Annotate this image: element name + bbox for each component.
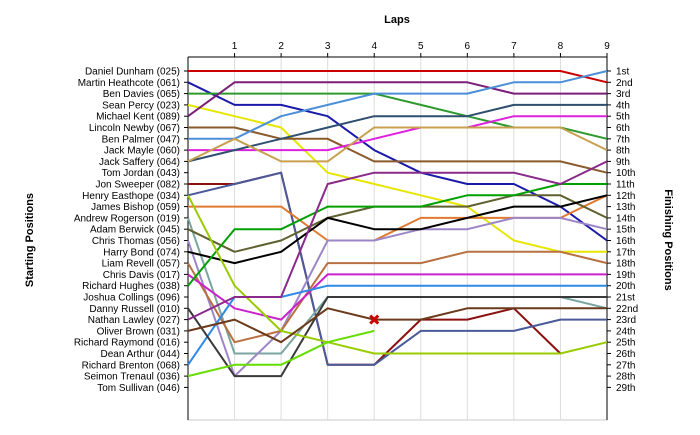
series-line-17 — [187, 250, 608, 344]
driver-label: Lincoln Newby (067) — [89, 123, 180, 134]
finishing-label: 28th — [616, 372, 635, 383]
driver-label: Ben Davies (065) — [103, 89, 180, 100]
finishing-label: 13th — [616, 202, 635, 213]
driver-label: Richard Brenton (068) — [82, 360, 180, 371]
series-line-20 — [187, 183, 607, 287]
driver-label: James Bishop (059) — [91, 202, 180, 213]
finishing-label: 6th — [616, 123, 630, 134]
finishing-label: 4th — [616, 100, 630, 111]
finishing-label: 12th — [616, 191, 635, 202]
driver-label: Jack Mayle (060) — [104, 146, 180, 157]
series-line-0 — [188, 70, 608, 84]
lap-tick-label: 4 — [371, 41, 377, 52]
finishing-label: 20th — [616, 281, 635, 292]
axis-layer — [184, 53, 611, 420]
finishing-label: 26th — [616, 349, 635, 360]
finishing-label: 11th — [616, 180, 635, 191]
finishing-label: 16th — [616, 236, 635, 247]
series-line-21 — [187, 296, 607, 378]
finishing-label: 1st — [616, 67, 630, 78]
series-line-24 — [187, 329, 375, 378]
driver-label: Liam Revell (057) — [102, 259, 180, 270]
right-axis-title: Finishing Positions — [662, 189, 674, 290]
driver-label: Joshua Collings (096) — [83, 293, 180, 304]
left-axis-title: Starting Positions — [24, 193, 36, 287]
driver-label: Michael Kent (089) — [96, 112, 180, 123]
finishing-label: 19th — [616, 270, 635, 281]
lap-tick-label: 5 — [418, 41, 424, 52]
lap-tick-label: 1 — [232, 41, 238, 52]
x-axis-title: Laps — [384, 14, 410, 26]
finishing-label: 8th — [616, 146, 630, 157]
driver-label: Martin Heathcote (061) — [78, 78, 180, 89]
driver-label: Tom Sullivan (046) — [97, 383, 180, 394]
driver-label: Richard Raymond (016) — [74, 338, 180, 349]
series-line-3 — [187, 103, 607, 253]
driver-label: Daniel Dunham (025) — [85, 67, 180, 78]
finishing-label: 29th — [616, 383, 635, 394]
lap-tick-label: 7 — [511, 41, 517, 52]
finishing-label: 23rd — [616, 315, 636, 326]
series-line-5 — [188, 126, 608, 174]
driver-label: Tom Jordan (043) — [102, 168, 180, 179]
series-line-6 — [188, 70, 608, 140]
lap-tick-label: 2 — [278, 41, 284, 52]
finishing-label: 14th — [616, 213, 635, 224]
finishing-label: 18th — [616, 259, 635, 270]
retired-marker — [369, 314, 380, 325]
series-line-15 — [187, 216, 608, 378]
finishing-label: 15th — [616, 225, 635, 236]
lap-tick-label: 8 — [558, 41, 564, 52]
finishing-label: 27th — [616, 360, 635, 371]
finishing-label: 5th — [616, 112, 630, 123]
finishing-label: 9th — [616, 157, 630, 168]
series-line-9 — [187, 126, 608, 163]
finishing-label: 22nd — [616, 304, 638, 315]
series-line-25 — [187, 160, 608, 321]
series-line-23 — [187, 307, 607, 344]
finishing-label: 3rd — [616, 89, 630, 100]
finishing-label: 21st — [616, 293, 635, 304]
driver-label: Danny Russell (010) — [89, 304, 180, 315]
series-line-18 — [187, 273, 607, 321]
driver-label: Nathan Lawley (027) — [88, 315, 180, 326]
driver-label: Henry Easthope (034) — [82, 191, 180, 202]
finishing-label: 10th — [616, 168, 635, 179]
finishing-label: 25th — [616, 338, 635, 349]
driver-label: Andrew Rogerson (019) — [74, 213, 180, 224]
finishing-label: 24th — [616, 326, 635, 337]
series-layer — [187, 70, 608, 378]
plot-frame — [187, 56, 608, 421]
driver-label: Richard Hughes (038) — [82, 281, 180, 292]
driver-label: Dean Arthur (044) — [101, 349, 181, 360]
finishing-label: 17th — [616, 247, 635, 258]
series-line-22 — [187, 194, 608, 355]
driver-label: Jack Saffery (064) — [99, 157, 180, 168]
driver-label: Adam Berwick (045) — [90, 225, 180, 236]
driver-label: Harry Bond (074) — [103, 247, 180, 258]
driver-label: Chris Davis (017) — [103, 270, 180, 281]
driver-label: Jon Sweeper (082) — [96, 180, 181, 191]
driver-label: Sean Percy (023) — [102, 100, 180, 111]
finishing-label: 2nd — [616, 78, 633, 89]
lap-tick-label: 3 — [325, 41, 331, 52]
lap-tick-label: 9 — [604, 41, 610, 52]
driver-label: Chris Thomas (056) — [92, 236, 180, 247]
driver-label: Seimon Trenaul (036) — [84, 372, 180, 383]
finishing-label: 7th — [616, 134, 630, 145]
driver-label: Ben Palmer (047) — [102, 134, 180, 145]
series-line-16 — [187, 194, 608, 265]
series-line-8 — [187, 103, 607, 163]
series-line-4 — [187, 81, 607, 118]
driver-label: Oliver Brown (031) — [97, 326, 180, 337]
series-line-11 — [187, 171, 607, 366]
lap-tick-label: 6 — [465, 41, 471, 52]
label-layer: 1 2 3 4 5 6 7 8 9 Daniel Dunham (025)Martin Heath… — [74, 41, 638, 394]
